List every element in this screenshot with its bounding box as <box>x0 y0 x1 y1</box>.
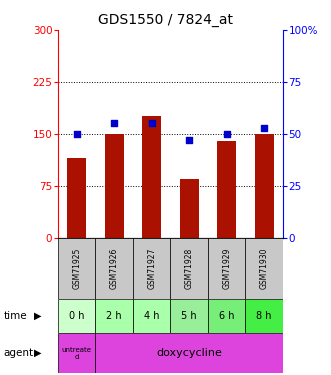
Text: GSM71927: GSM71927 <box>147 248 156 289</box>
Bar <box>58 299 95 333</box>
Bar <box>133 237 170 299</box>
Bar <box>208 237 246 299</box>
Text: GSM71929: GSM71929 <box>222 248 231 289</box>
Bar <box>170 299 208 333</box>
Bar <box>217 141 236 237</box>
Text: 0 h: 0 h <box>69 311 84 321</box>
Text: 2 h: 2 h <box>106 311 122 321</box>
Point <box>187 137 192 143</box>
Text: 8 h: 8 h <box>257 311 272 321</box>
Text: GSM71926: GSM71926 <box>110 248 119 289</box>
Text: 5 h: 5 h <box>181 311 197 321</box>
Bar <box>170 237 208 299</box>
Text: GSM71930: GSM71930 <box>260 248 269 289</box>
Text: ▶: ▶ <box>34 348 42 358</box>
Bar <box>246 299 283 333</box>
Bar <box>208 299 246 333</box>
Text: 4 h: 4 h <box>144 311 160 321</box>
Bar <box>246 237 283 299</box>
Text: doxycycline: doxycycline <box>156 348 222 358</box>
Text: ▶: ▶ <box>34 311 42 321</box>
Point <box>224 131 229 137</box>
Bar <box>58 333 95 373</box>
Bar <box>255 134 274 237</box>
Bar <box>105 134 123 237</box>
Bar <box>95 333 283 373</box>
Point <box>261 124 267 130</box>
Text: GDS1550 / 7824_at: GDS1550 / 7824_at <box>98 13 233 27</box>
Text: 6 h: 6 h <box>219 311 234 321</box>
Bar <box>67 158 86 237</box>
Text: GSM71928: GSM71928 <box>185 248 194 289</box>
Text: agent: agent <box>3 348 33 358</box>
Point <box>112 120 117 126</box>
Bar <box>180 179 199 237</box>
Bar <box>95 299 133 333</box>
Bar <box>142 117 161 237</box>
Text: untreate
d: untreate d <box>62 346 92 360</box>
Text: time: time <box>3 311 27 321</box>
Bar <box>95 237 133 299</box>
Bar <box>133 299 170 333</box>
Point <box>74 131 79 137</box>
Bar <box>58 237 95 299</box>
Point <box>149 120 154 126</box>
Text: GSM71925: GSM71925 <box>72 248 81 289</box>
